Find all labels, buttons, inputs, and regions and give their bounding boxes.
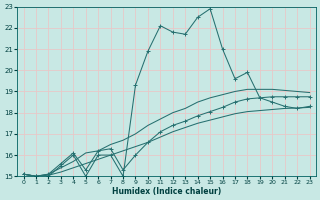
X-axis label: Humidex (Indice chaleur): Humidex (Indice chaleur) [112,187,221,196]
